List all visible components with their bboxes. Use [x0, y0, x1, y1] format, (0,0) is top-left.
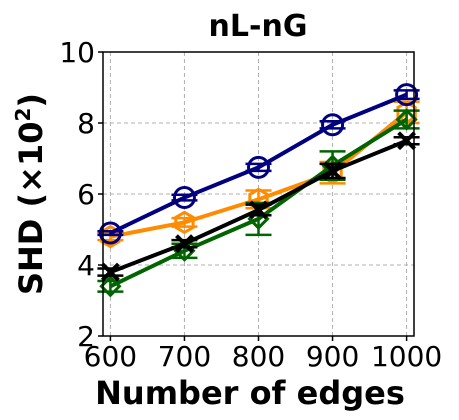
y-axis-label-tail: ) — [12, 93, 50, 108]
y-tick-label: 8 — [77, 107, 95, 140]
series-4 — [97, 83, 420, 245]
data-point — [175, 234, 194, 254]
data-point — [174, 210, 195, 235]
y-tick-label: 4 — [77, 249, 95, 282]
data-point — [99, 275, 122, 298]
data-point — [321, 113, 345, 137]
chart-title: nL-nG — [209, 9, 308, 44]
error-bar — [97, 279, 124, 293]
y-axis-label-superscript: 2 — [11, 108, 35, 122]
y-axis-label: SHD (×102) — [11, 93, 50, 295]
data-point — [98, 221, 122, 245]
data-point — [249, 200, 268, 220]
x-axis-label: Number of edges — [95, 374, 405, 412]
data-point — [397, 131, 417, 151]
data-point — [172, 186, 196, 210]
series-3 — [97, 131, 420, 282]
y-axis-label-main: SHD (×10 — [12, 122, 50, 296]
data-point — [100, 262, 120, 282]
data-point — [323, 161, 342, 181]
y-tick-label: 2 — [77, 320, 95, 353]
y-tick-label: 6 — [77, 178, 95, 211]
x-tick-label: 900 — [306, 340, 359, 373]
x-tick-label: 600 — [84, 340, 137, 373]
y-tick-label: 10 — [59, 36, 95, 69]
data-point — [395, 83, 419, 107]
data-point — [395, 108, 418, 131]
series-layer — [97, 83, 420, 298]
x-tick-label: 1000 — [371, 340, 442, 373]
tick-labels: 600 700 800 900 1000 2 4 6 8 10 — [59, 36, 442, 373]
data-point — [247, 155, 270, 179]
x-tick-label: 800 — [232, 340, 285, 373]
x-tick-label: 700 — [158, 340, 211, 373]
